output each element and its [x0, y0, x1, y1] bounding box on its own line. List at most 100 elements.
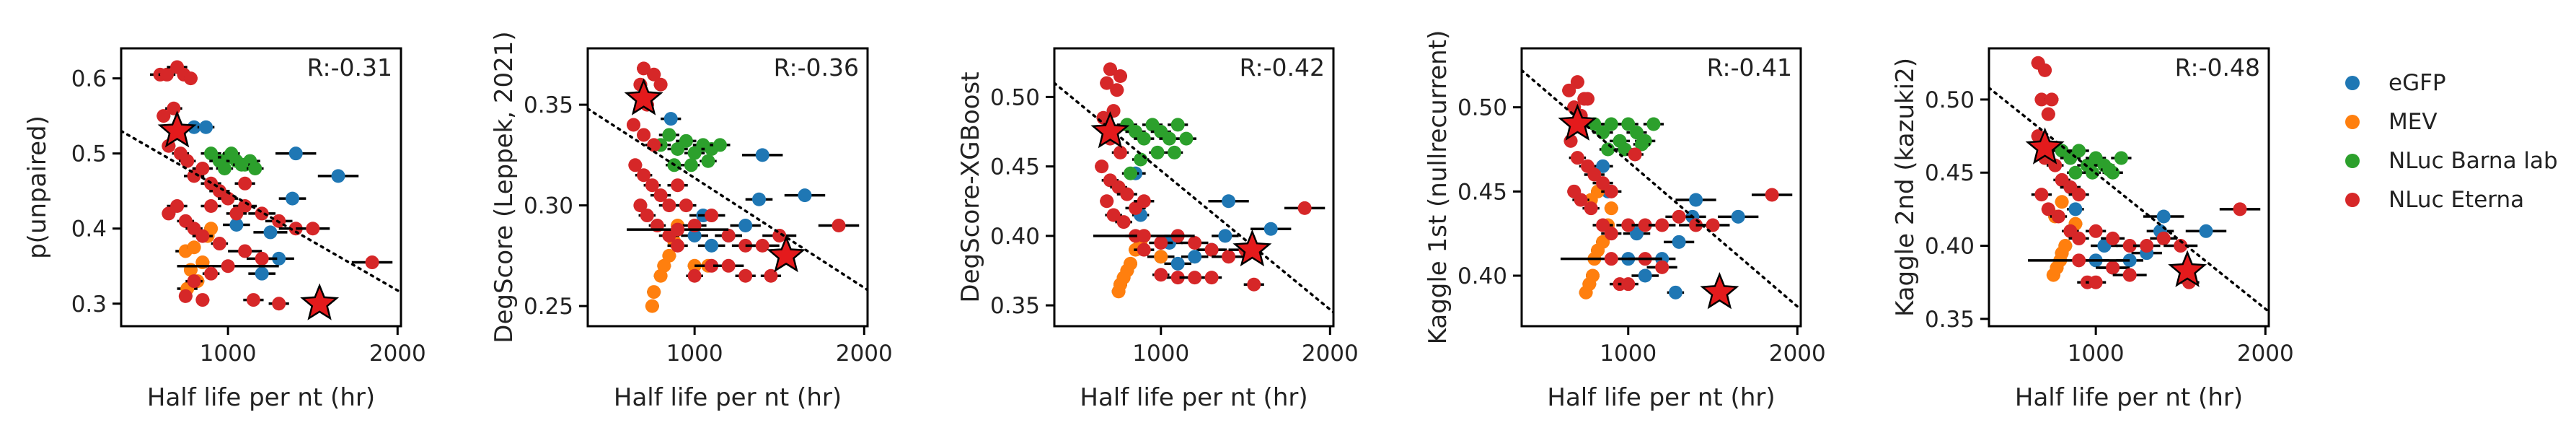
legend-label-nluc-barna-lab: NLuc Barna lab	[2388, 148, 2558, 174]
data-point	[1655, 260, 1669, 274]
data-point	[1596, 159, 1610, 173]
correlation-annotation: R:-0.48	[2175, 53, 2260, 82]
data-point	[1222, 194, 1236, 209]
data-point	[1596, 218, 1610, 232]
data-point	[705, 238, 719, 253]
data-point	[212, 237, 226, 251]
data-point	[204, 199, 219, 214]
data-point	[288, 146, 303, 161]
subplots: 1000 2000 0.3 0.4 0.5 0.6 Half life per nt (hr…	[23, 30, 2294, 412]
subplot-5: 1000 2000 0.35 0.40 0.45 0.50 Half life per nt…	[1891, 47, 2294, 412]
data-point	[2156, 231, 2171, 245]
data-point	[331, 169, 345, 183]
data-point	[1154, 250, 1168, 264]
data-point	[755, 148, 769, 162]
x-tick-label: 1000	[2068, 341, 2125, 367]
y-tick-label: 0.40	[990, 224, 1040, 250]
x-tick-label: 2000	[2237, 341, 2294, 367]
data-point	[1113, 145, 1127, 159]
subplot-4: 1000 2000 0.40 0.45 0.50 Half life per nt (hr…	[1424, 30, 1826, 412]
data-point	[713, 138, 727, 152]
axes-frame	[120, 47, 402, 328]
data-point	[1621, 117, 1636, 131]
data-point	[221, 191, 235, 206]
data-point	[637, 168, 651, 183]
data-point	[755, 238, 769, 253]
data-point	[1134, 152, 1148, 167]
data-point	[647, 285, 661, 299]
data-point	[663, 112, 678, 126]
data-point	[1621, 218, 1636, 232]
data-point	[2085, 165, 2099, 180]
data-point	[1570, 151, 1584, 165]
data-point	[272, 251, 286, 266]
data-point	[1137, 131, 1151, 146]
data-point	[2174, 239, 2188, 253]
x-tick-label: 1000	[1132, 341, 1189, 367]
data-point	[662, 198, 676, 213]
data-point	[1162, 131, 1176, 146]
data-point	[1154, 268, 1168, 282]
star-marker	[1558, 103, 1597, 141]
legend-marker-nluc-barna-lab	[2345, 154, 2360, 168]
data-point	[1672, 235, 1686, 249]
correlation-annotation: R:-0.31	[307, 53, 392, 82]
data-point	[238, 244, 252, 258]
plot-area	[1989, 56, 2269, 313]
data-point	[662, 128, 676, 142]
data-point	[1601, 142, 1615, 157]
data-point	[1604, 184, 1618, 198]
data-point	[1137, 242, 1151, 257]
data-point	[224, 146, 239, 161]
trend-line	[588, 107, 868, 292]
y-tick-label: 0.45	[990, 154, 1040, 180]
data-point	[1170, 256, 1185, 271]
data-point	[832, 219, 846, 233]
data-point	[671, 178, 685, 193]
data-point	[1170, 271, 1185, 285]
data-point	[662, 248, 676, 263]
data-point	[1574, 193, 1588, 207]
star-marker	[1232, 229, 1272, 267]
star-marker	[1090, 111, 1130, 149]
y-tick-label: 0.45	[1457, 179, 1507, 205]
data-point	[2034, 188, 2049, 202]
x-axis-label: Half life per nt (hr)	[147, 383, 375, 412]
data-point	[2034, 92, 2049, 107]
data-point	[1100, 194, 1114, 209]
data-point	[187, 120, 201, 134]
legend-entry-egfp: eGFP	[2345, 70, 2446, 96]
data-point	[1247, 277, 1261, 292]
x-tick-label: 2000	[369, 341, 426, 367]
data-point	[1222, 250, 1236, 264]
data-point	[1604, 252, 1618, 266]
data-point	[1570, 75, 1584, 89]
data-point	[684, 158, 698, 172]
data-point	[2041, 202, 2055, 216]
data-point	[738, 268, 753, 283]
data-point	[1604, 201, 1618, 216]
x-tick-label: 2000	[1302, 341, 1359, 367]
data-point	[1604, 117, 1618, 131]
axes-frame	[586, 47, 869, 328]
x-tick-label: 1000	[1600, 341, 1657, 367]
data-point	[1618, 142, 1632, 157]
data-point	[2068, 165, 2083, 180]
legend-marker-egfp	[2345, 76, 2360, 90]
data-point	[1137, 229, 1151, 243]
data-point	[217, 161, 231, 175]
data-point	[721, 228, 736, 242]
data-point	[772, 228, 787, 242]
legend-label-nluc-eterna: NLuc Eterna	[2388, 187, 2524, 213]
data-point	[1095, 159, 1109, 174]
data-point	[2102, 162, 2117, 177]
data-point	[640, 209, 654, 223]
data-point	[1120, 187, 1134, 201]
data-point	[2072, 231, 2086, 245]
star-marker	[300, 283, 340, 320]
y-axis-label: DegScore (Leppek, 2021)	[490, 31, 519, 343]
data-point	[1218, 229, 1232, 243]
y-tick-label: 0.35	[990, 293, 1040, 319]
data-point	[183, 71, 198, 86]
